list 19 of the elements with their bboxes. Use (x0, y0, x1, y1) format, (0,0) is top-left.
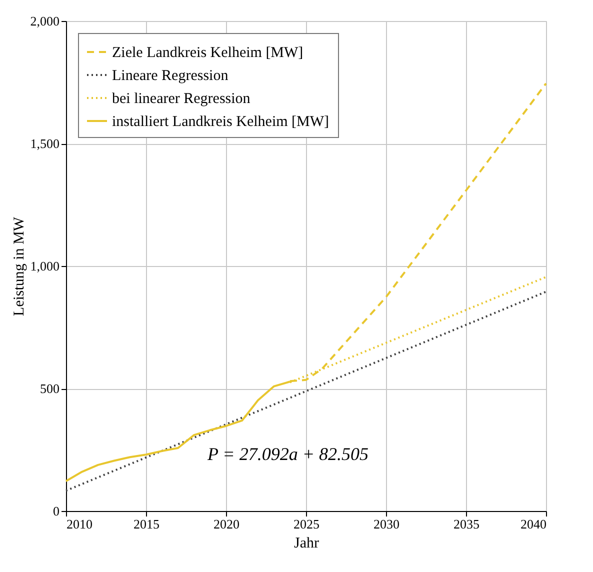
y-tick-label: 0 (53, 504, 60, 518)
x-axis-title: Jahr (294, 536, 319, 552)
x-tick-label: 2010 (66, 516, 92, 532)
y-tick-label: 1,500 (30, 136, 60, 151)
legend-label: installiert Landkreis Kelheim [MW] (112, 114, 330, 130)
legend-label: Lineare Regression (112, 68, 229, 84)
y-axis-title: Leistung in MW (11, 216, 28, 316)
y-tick-label: 1,000 (30, 258, 60, 274)
annotation: P = 27.092a + 82.505 (206, 444, 368, 464)
y-tick-label: 500 (40, 381, 60, 396)
legend-label: Ziele Landkreis Kelheim [MW] (112, 45, 304, 61)
x-tick-label: 2030 (374, 516, 400, 532)
y-tick-label: 2,000 (30, 14, 60, 28)
x-tick-label: 2020 (214, 516, 240, 532)
x-tick-label: 2025 (294, 516, 320, 532)
legend-label: bei linearer Regression (112, 91, 251, 107)
x-tick-label: 2040 (520, 516, 546, 532)
x-tick-label: 2015 (134, 516, 160, 532)
x-tick-label: 2035 (454, 516, 480, 532)
